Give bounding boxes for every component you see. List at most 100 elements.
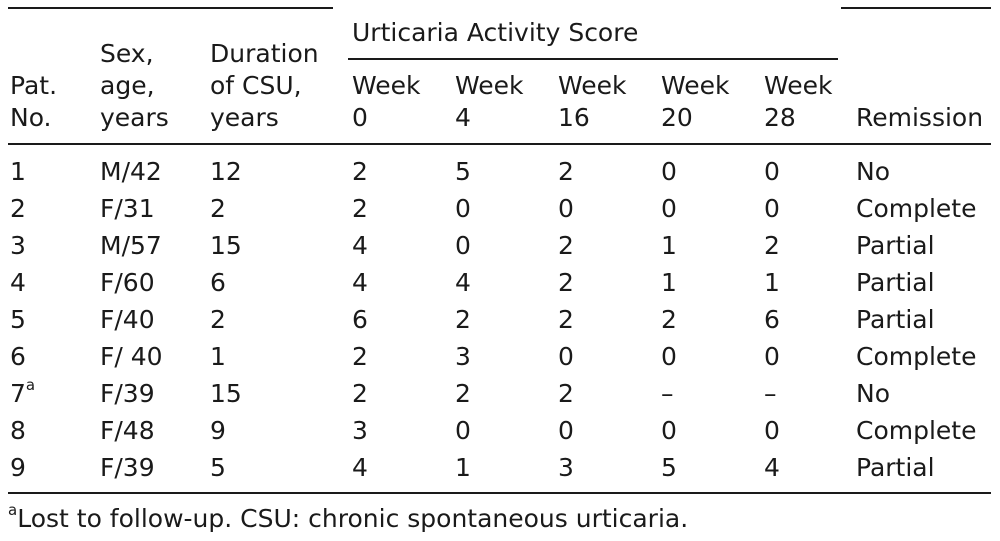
column-header-week-28-line-1: 28 (764, 103, 796, 132)
cell-duration: 1 (210, 342, 226, 371)
cell-week-20: 0 (661, 157, 677, 186)
cell-week-28: 0 (764, 194, 780, 223)
cell-week-28: 0 (764, 157, 780, 186)
cell-remission: No (856, 157, 890, 186)
cell-week-4: 0 (455, 231, 471, 260)
cell-week-20: 0 (661, 416, 677, 445)
header-bottom-rule (8, 143, 991, 145)
cell-week-0: 4 (352, 231, 368, 260)
cell-week-16: 2 (558, 157, 574, 186)
cell-remission: Partial (856, 231, 935, 260)
column-header-week-20-line-1: 20 (661, 103, 693, 132)
cell-week-20: 5 (661, 453, 677, 482)
cell-sex-age: F/60 (100, 268, 155, 297)
cell-pat-no: 6 (10, 342, 26, 371)
cell-week-0: 2 (352, 157, 368, 186)
cell-week-4: 0 (455, 416, 471, 445)
column-header-week-16-line-1: 16 (558, 103, 590, 132)
footnote-marker: a (8, 501, 18, 519)
cell-week-4: 2 (455, 305, 471, 334)
cell-sex-age: M/57 (100, 231, 162, 260)
cell-week-4: 1 (455, 453, 471, 482)
cell-week-0: 2 (352, 379, 368, 408)
cell-duration: 2 (210, 194, 226, 223)
column-header-week-0-line-0: Week (352, 71, 421, 100)
cell-sex-age: F/ 40 (100, 342, 163, 371)
cell-pat-no: 9 (10, 453, 26, 482)
cell-week-4: 4 (455, 268, 471, 297)
column-header-sex-age-line-0: Sex, (100, 39, 154, 68)
cell-remission: Partial (856, 453, 935, 482)
top-rule-right (841, 7, 991, 9)
cell-week-4: 0 (455, 194, 471, 223)
cell-pat-no: 3 (10, 231, 26, 260)
cell-week-28: 6 (764, 305, 780, 334)
column-header-duration-line-0: Duration (210, 39, 319, 68)
cell-week-0: 4 (352, 268, 368, 297)
cell-week-28: 2 (764, 231, 780, 260)
cell-week-20: 1 (661, 231, 677, 260)
column-header-pat-no-line-0: Pat. (10, 71, 58, 100)
cell-pat-no: 5 (10, 305, 26, 334)
cell-week-28: 1 (764, 268, 780, 297)
cell-week-16: 3 (558, 453, 574, 482)
cell-remission: No (856, 379, 890, 408)
cell-pat-no: 2 (10, 194, 26, 223)
cell-week-28: 0 (764, 416, 780, 445)
column-header-week-4-line-1: 4 (455, 103, 471, 132)
cell-week-20: 0 (661, 342, 677, 371)
cell-duration: 5 (210, 453, 226, 482)
cell-week-4: 5 (455, 157, 471, 186)
column-header-week-0-line-1: 0 (352, 103, 368, 132)
column-header-duration-line-2: years (210, 103, 279, 132)
cell-pat-no: 8 (10, 416, 26, 445)
column-header-sex-age-line-2: years (100, 103, 169, 132)
column-header-duration-line-1: of CSU, (210, 71, 302, 100)
cell-remission: Partial (856, 305, 935, 334)
cell-week-16: 0 (558, 416, 574, 445)
cell-week-0: 6 (352, 305, 368, 334)
cell-week-4: 2 (455, 379, 471, 408)
column-header-pat-no-line-1: No. (10, 103, 52, 132)
group-header-rule (348, 58, 838, 60)
column-header-week-4-line-0: Week (455, 71, 524, 100)
cell-sex-age: F/39 (100, 379, 155, 408)
column-header-sex-age-line-1: age, (100, 71, 155, 100)
cell-duration: 12 (210, 157, 242, 186)
cell-week-20: 1 (661, 268, 677, 297)
cell-sex-age: F/48 (100, 416, 155, 445)
cell-remission: Complete (856, 416, 977, 445)
cell-week-16: 2 (558, 379, 574, 408)
cell-week-28: 4 (764, 453, 780, 482)
footnote: aLost to follow-up. CSU: chronic spontan… (8, 501, 689, 534)
cell-week-0: 2 (352, 194, 368, 223)
group-header-label: Urticaria Activity Score (352, 18, 639, 47)
cell-duration: 6 (210, 268, 226, 297)
column-header-week-16-line-0: Week (558, 71, 627, 100)
cell-week-16: 2 (558, 268, 574, 297)
cell-week-16: 0 (558, 342, 574, 371)
cell-week-16: 0 (558, 194, 574, 223)
cell-duration: 15 (210, 231, 242, 260)
column-header-remission-line-0: Remission (856, 103, 984, 132)
cell-week-0: 3 (352, 416, 368, 445)
cell-week-20: – (661, 379, 674, 408)
cell-sex-age: F/31 (100, 194, 155, 223)
cell-week-4: 3 (455, 342, 471, 371)
cell-week-0: 4 (352, 453, 368, 482)
cell-week-28: – (764, 379, 777, 408)
footnote-text: Lost to follow-up. CSU: chronic spontane… (17, 504, 689, 533)
cell-sex-age: M/42 (100, 157, 162, 186)
cell-week-28: 0 (764, 342, 780, 371)
cell-duration: 9 (210, 416, 226, 445)
cell-remission: Partial (856, 268, 935, 297)
cell-week-16: 2 (558, 305, 574, 334)
cell-remission: Complete (856, 342, 977, 371)
cell-week-16: 2 (558, 231, 574, 260)
cell-week-0: 2 (352, 342, 368, 371)
column-header-week-20-line-0: Week (661, 71, 730, 100)
footnote-reference: a (25, 376, 36, 394)
table-bottom-rule (8, 492, 991, 494)
cell-week-20: 2 (661, 305, 677, 334)
cell-sex-age: F/39 (100, 453, 155, 482)
